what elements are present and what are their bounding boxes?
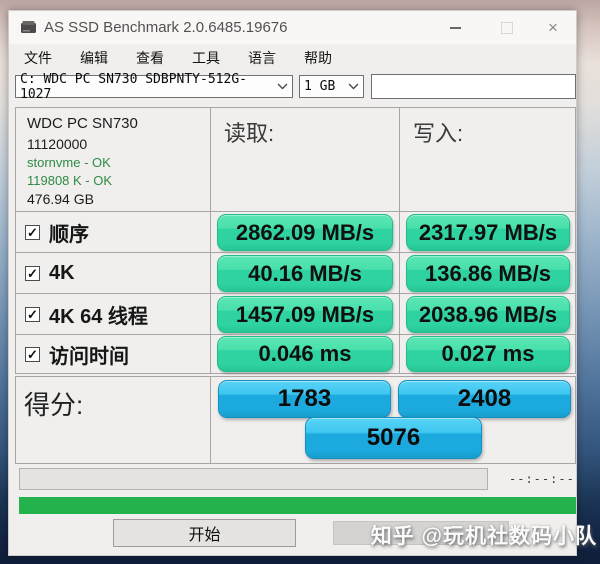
test-size-value: 1 GB [304, 79, 336, 94]
abort-button[interactable] [333, 521, 509, 545]
time-remaining: --:--:-- [509, 472, 575, 486]
write-column-header: 写入: [413, 121, 464, 146]
checkbox-4k64[interactable]: ✓ [25, 306, 40, 322]
close-button[interactable]: × [548, 18, 558, 37]
drive-firmware: 11120000 [27, 136, 88, 152]
test-row-4k: ✓ 4K [15, 252, 211, 294]
test-row-seq: ✓ 顺序 [15, 211, 211, 253]
window-title: AS SSD Benchmark 2.0.6485.19676 [44, 19, 288, 36]
alignment-status: 119808 K - OK [27, 173, 113, 188]
access-write-result: 0.027 ms [406, 336, 570, 372]
4k-write-result: 136.86 MB/s [406, 255, 570, 292]
4k64-read-result: 1457.09 MB/s [217, 296, 393, 333]
result-text-box[interactable] [371, 74, 576, 99]
total-score: 5076 [305, 417, 482, 459]
progress-bar-full [19, 497, 576, 514]
read-column-header-cell: 读取: [210, 107, 400, 212]
checkbox-4k[interactable]: ✓ [25, 265, 40, 281]
seq-write-result: 2317.97 MB/s [406, 214, 570, 251]
write-score: 2408 [398, 380, 571, 418]
watermark: 知乎 @玩机社数码小队 [370, 525, 597, 548]
app-disk-icon [21, 21, 36, 33]
access-write-cell [399, 334, 576, 374]
test-label-access: 访问时间 [49, 345, 129, 368]
menu-help[interactable]: 帮助 [304, 50, 332, 66]
test-label-seq: 顺序 [49, 223, 89, 246]
maximize-icon [501, 21, 513, 34]
menu-edit[interactable]: 编辑 [80, 50, 108, 66]
drive-select-value: C: WDC PC SN730 SDBPNTY-512G-1027 [20, 71, 247, 102]
menu-bar: 文件 编辑 查看 工具 语言 帮助 [9, 44, 576, 72]
maximize-button[interactable] [490, 11, 524, 44]
seq-read-result: 2862.09 MB/s [217, 214, 393, 251]
start-button[interactable]: 开始 [113, 519, 296, 547]
access-read-result: 0.046 ms [217, 336, 393, 372]
drive-select[interactable]: C: WDC PC SN730 SDBPNTY-512G-1027 [15, 72, 293, 102]
checkbox-seq[interactable]: ✓ [25, 224, 40, 240]
menu-file[interactable]: 文件 [24, 50, 52, 66]
app-window: AS SSD Benchmark 2.0.6485.19676 × 文件 编辑 … [8, 10, 577, 556]
chevron-down-icon [348, 83, 359, 90]
minimize-button[interactable] [438, 11, 472, 44]
test-row-access: ✓ 访问时间 [15, 334, 211, 374]
score-label-cell: 得分: [15, 376, 211, 464]
progress-bar-empty [19, 468, 488, 490]
menu-view[interactable]: 查看 [136, 50, 164, 66]
test-label-4k: 4K [49, 261, 75, 284]
test-row-4k64: ✓ 4K 64 线程 [15, 293, 211, 335]
read-column-header: 读取: [224, 121, 275, 146]
write-column-header-cell: 写入: [399, 107, 576, 212]
4k64-write-result: 2038.96 MB/s [406, 296, 570, 333]
chevron-down-icon [277, 83, 288, 90]
4k-read-result: 40.16 MB/s [217, 255, 393, 292]
test-label-4k64: 4K 64 线程 [49, 305, 148, 328]
minimize-icon [449, 26, 461, 29]
score-results-cell [210, 376, 576, 464]
menu-language[interactable]: 语言 [248, 50, 276, 66]
title-bar: AS SSD Benchmark 2.0.6485.19676 × [9, 11, 576, 44]
driver-status: stornvme - OK [27, 155, 111, 170]
drive-info-panel: WDC PC SN730 11120000 stornvme - OK 1198… [15, 107, 211, 212]
menu-tools[interactable]: 工具 [192, 50, 220, 66]
checkbox-access[interactable]: ✓ [25, 346, 40, 362]
drive-model: WDC PC SN730 [27, 115, 138, 132]
drive-capacity: 476.94 GB [27, 191, 94, 207]
test-size-select[interactable]: 1 GB [299, 75, 364, 98]
score-label: 得分: [24, 390, 84, 420]
read-score: 1783 [218, 380, 391, 418]
